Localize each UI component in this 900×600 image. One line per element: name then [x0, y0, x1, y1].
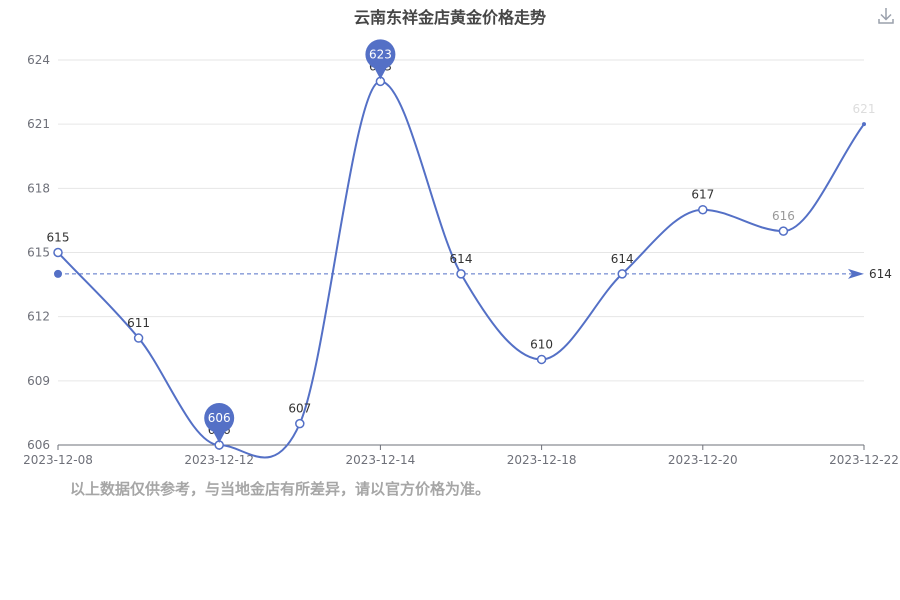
download-icon-svg — [878, 8, 894, 24]
average-line-arrow — [848, 268, 864, 279]
x-tick-label: 2023-12-18 — [507, 453, 577, 467]
y-tick-label: 624 — [27, 53, 50, 67]
min-marker-label: 606 — [208, 411, 231, 425]
series-line — [57, 80, 865, 459]
chart-title: 云南东祥金店黄金价格走势 — [353, 8, 546, 27]
y-tick-label: 609 — [27, 374, 50, 388]
data-label: 607 — [288, 402, 311, 416]
x-tick-label: 2023-12-20 — [668, 453, 738, 467]
data-label: 615 — [47, 231, 70, 245]
y-tick-label: 618 — [27, 181, 50, 195]
disclaimer-text: 以上数据仅供参考，与当地金店有所差异，请以官方价格为准。 — [70, 480, 491, 498]
data-point — [536, 354, 547, 365]
data-label: 610 — [530, 337, 553, 351]
data-point — [456, 269, 466, 279]
data-label: 617 — [691, 188, 714, 202]
data-label: 614 — [611, 252, 634, 266]
min-marker-pin — [204, 403, 235, 433]
download-icon[interactable] — [876, 6, 896, 26]
data-label: 616 — [772, 209, 795, 223]
data-point — [295, 418, 305, 429]
average-line-start-dot — [54, 269, 62, 278]
average-line-label: 614 — [869, 267, 892, 281]
x-tick-label: 2023-12-22 — [829, 453, 899, 467]
max-marker-label: 623 — [369, 47, 392, 61]
y-tick-label: 621 — [27, 117, 50, 131]
y-tick-label: 612 — [27, 310, 50, 324]
data-label: 621 — [853, 102, 876, 116]
data-point — [778, 226, 789, 236]
x-tick-label: 2023-12-14 — [346, 453, 416, 467]
data-label: 611 — [127, 316, 150, 330]
data-label: 614 — [450, 252, 473, 266]
y-tick-label: 615 — [27, 246, 50, 260]
max-marker-pin — [365, 39, 396, 70]
y-tick-label: 606 — [27, 438, 50, 452]
x-tick-label: 2023-12-08 — [23, 453, 93, 467]
data-point — [617, 269, 627, 279]
data-point — [133, 333, 144, 343]
data-point — [698, 204, 708, 215]
data-point — [862, 122, 866, 127]
x-tick-label: 2023-12-12 — [184, 453, 254, 467]
data-point — [53, 247, 63, 258]
